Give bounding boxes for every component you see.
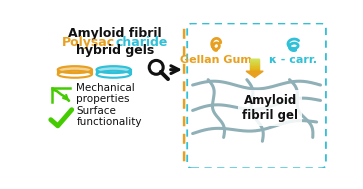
Polygon shape [58,66,92,74]
Text: κ - carr.: κ - carr. [269,55,317,65]
Polygon shape [97,66,131,74]
Text: Amyloid
fibril gel: Amyloid fibril gel [242,94,298,122]
Text: Amyloid fibril: Amyloid fibril [68,27,162,40]
Polygon shape [246,71,263,77]
Text: hybrid gels: hybrid gels [76,44,154,57]
Text: Polysac: Polysac [62,36,115,49]
Text: Mechanical
properties: Mechanical properties [76,83,135,104]
Text: Surface
functionality: Surface functionality [76,106,142,127]
Ellipse shape [97,66,131,73]
Text: charide: charide [115,36,167,49]
Text: Gellan Gum: Gellan Gum [180,55,252,65]
FancyBboxPatch shape [184,20,329,171]
Ellipse shape [58,66,92,73]
